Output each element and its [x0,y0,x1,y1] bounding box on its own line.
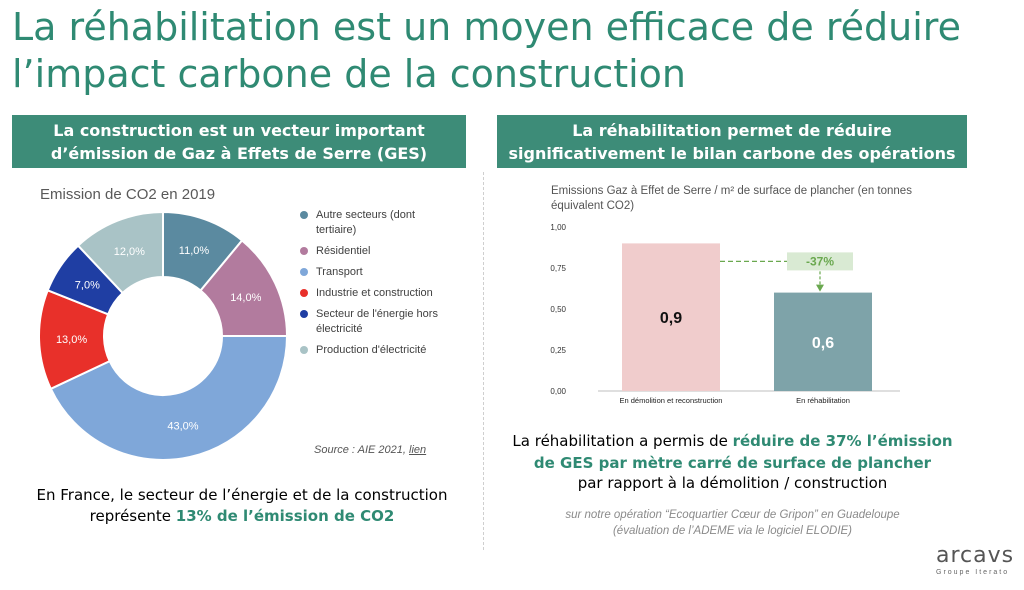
arcavs-logo: arcavs Groupe Iterato [936,543,1015,577]
left-header-line1: La construction est un vecteur important [53,120,425,140]
legend-item: Production d'électricité [300,343,450,358]
y-tick-label: 0,25 [550,346,566,355]
right-header-line1: La réhabilitation permet de réduire [572,120,892,140]
bar [622,243,720,391]
source-link[interactable]: lien [409,444,427,456]
annotation-badge [787,252,853,271]
project-detail-line1: sur notre opération “Ecoquartier Cœur de… [565,509,900,521]
x-category-label: En démolition et reconstruction [620,396,723,405]
legend-label: Autre secteurs (dont tertiaire) [316,209,416,236]
logo-tagline: Groupe Iterato [936,569,1010,576]
reduction-annotation: -37% [720,252,853,292]
x-category-label: En réhabilitation [796,396,850,405]
y-tick-label: 0,75 [550,264,566,273]
legend-item: Résidentiel [300,244,450,259]
left-note-line1: En France, le secteur de l’énergie et de… [36,486,448,504]
right-note-line3: par rapport à la démolition / constructi… [577,474,888,492]
project-detail-line2: (évaluation de l’ADEME via le logiciel E… [612,525,853,537]
donut-chart-title: Emission de CO2 en 2019 [40,186,215,203]
legend-item: Autre secteurs (dont tertiaire) [300,208,450,238]
right-note-line1: La réhabilitation a permis de réduire de… [500,430,965,452]
page-title: La réhabilitation est un moyen efficace … [12,5,961,96]
donut-slice [76,210,164,295]
legend-item: Secteur de l'énergie hors électricité [300,307,450,337]
source-text: Source : AIE 2021, [314,444,406,456]
left-note-highlight: 13% de l’émission de CO2 [175,507,395,525]
legend-swatch [300,289,308,297]
donut-slice-label: 11,0% [179,245,210,257]
legend-label: Secteur de l'énergie hors électricité [316,308,438,335]
donut-slice-label: 13,0% [56,334,87,346]
right-note-prefix: La réhabilitation a permis de [512,432,728,450]
legend-swatch [300,310,308,318]
y-tick-label: 1,00 [550,223,566,232]
left-panel-header: La construction est un vecteur important… [12,115,466,168]
legend-label: Résidentiel [316,245,371,257]
legend-swatch [300,268,308,276]
annotation-arrow-head [816,284,824,292]
y-tick-label: 0,00 [550,387,566,396]
donut-slice-label: 43,0% [167,420,198,432]
annotation-label: -37% [806,254,834,268]
donut-chart [38,210,289,461]
donut-slice-label: 14,0% [230,292,261,304]
bar-value-label: 0,6 [812,335,834,352]
legend-swatch [300,247,308,255]
left-header-line2: d’émission de Gaz à Effets de Serre (GES… [50,143,428,163]
right-panel-header: La réhabilitation permet de réduire sign… [497,115,967,168]
logo-name: arcavs [936,543,1015,568]
y-tick-label: 0,50 [550,305,566,314]
legend-label: Production d'électricité [316,344,427,356]
right-note-line2: de GES par mètre carré de surface de pla… [500,452,965,474]
source-note: Source : AIE 2021, lien [314,444,426,456]
legend-item: Transport [300,265,450,280]
donut-slice-label: 7,0% [75,280,100,292]
legend-item: Industrie et construction [300,286,450,301]
donut-legend: Autre secteurs (dont tertiaire) Résidenti… [300,208,450,364]
bar-chart: 0,9 En démolition et reconstruction 0,6 En … [620,243,872,405]
bar-value-label: 0,9 [660,310,682,327]
right-note-highlight-1: réduire de 37% l’émission [732,432,953,450]
legend-swatch [300,346,308,354]
right-header-line2: significativement le bilan carbone des o… [508,143,956,163]
right-note-highlight-2: de GES par mètre carré de surface de pla… [533,454,932,472]
left-note-prefix: représente [89,507,171,525]
bar [774,292,872,391]
bar-chart-title: Emissions Gaz à Effet de Serre / m² de s… [551,185,912,212]
donut-labels: 11,0% 14,0% 43,0% 13,0% 7,0% 12,0% [56,245,262,432]
donut-slice [49,335,289,461]
legend-label: Transport [316,266,363,278]
donut-slice-label: 12,0% [114,246,145,258]
legend-swatch [300,211,308,219]
left-note-line2: représente 13% de l’émission de CO2 [12,507,472,525]
panel-divider [483,172,484,550]
legend-label: Industrie et construction [316,287,433,299]
